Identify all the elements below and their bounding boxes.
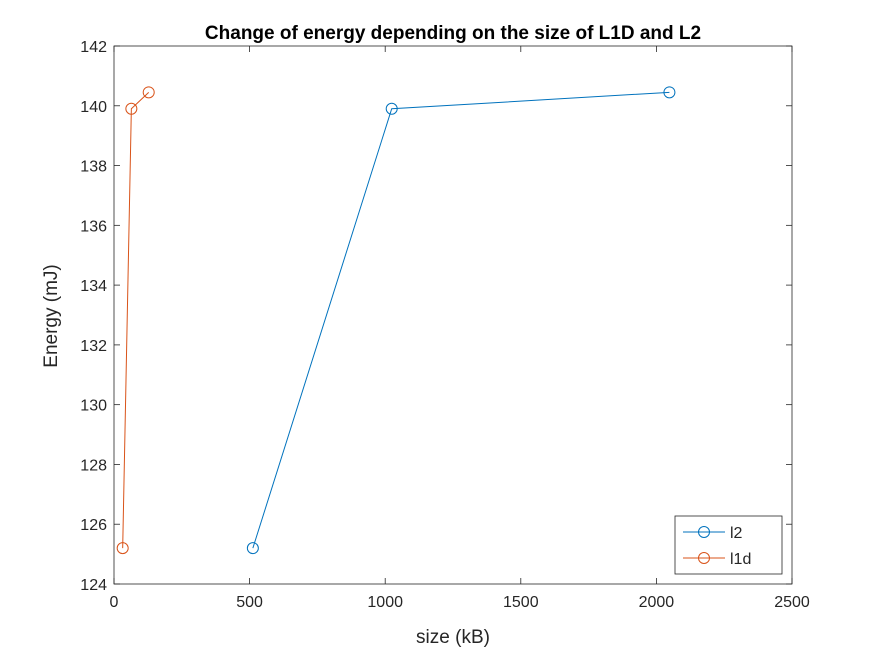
y-tick-label: 142 xyxy=(80,39,107,56)
data-point-l2 xyxy=(385,102,398,115)
legend-box xyxy=(674,515,783,575)
y-tick-label: 132 xyxy=(80,338,107,355)
data-point-l1d xyxy=(116,542,129,555)
x-tick-label: 1500 xyxy=(503,594,539,611)
x-tick-label: 2500 xyxy=(774,594,810,611)
legend-marker-l2 xyxy=(698,526,710,538)
y-tick-label: 136 xyxy=(80,218,107,235)
x-tick-label: 2000 xyxy=(639,594,675,611)
legend-label-l1d: l1d xyxy=(730,551,751,568)
y-tick-label: 128 xyxy=(80,457,107,474)
x-tick-label: 500 xyxy=(236,594,263,611)
y-tick-label: 138 xyxy=(80,159,107,176)
data-point-l2 xyxy=(246,542,259,555)
y-tick-label: 140 xyxy=(80,99,107,116)
data-point-l2 xyxy=(663,86,676,99)
x-tick-label: 0 xyxy=(110,594,119,611)
data-point-l1d xyxy=(142,86,155,99)
legend-label-l2: l2 xyxy=(730,525,743,542)
series-line-l2 xyxy=(252,91,670,549)
y-tick-label: 124 xyxy=(80,577,107,594)
plot-frame xyxy=(113,45,793,585)
y-tick-label: 126 xyxy=(80,517,107,534)
chart-title: Change of energy depending on the size o… xyxy=(205,23,701,44)
y-tick-label: 130 xyxy=(80,398,107,415)
series-line-l1d xyxy=(122,91,150,549)
x-axis-label: size (kB) xyxy=(416,627,490,648)
x-tick-label: 1000 xyxy=(367,594,403,611)
y-tick-label: 134 xyxy=(80,278,107,295)
plot-area: 0 500 1000 1500 2000 2500 124 126 128 130 132 134 13… xyxy=(80,39,810,611)
data-point-l1d xyxy=(125,102,138,115)
legend-marker-l1d xyxy=(698,552,710,564)
y-axis-label: Energy (mJ) xyxy=(41,264,62,367)
